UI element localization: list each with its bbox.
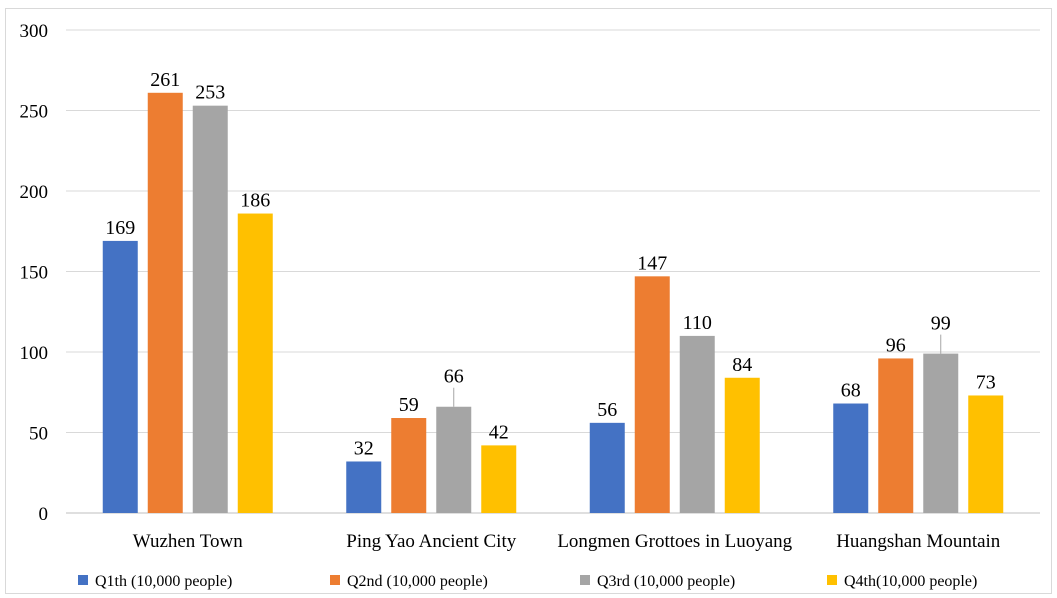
bar: [237, 213, 273, 514]
legend-label: Q2nd (10,000 people): [347, 573, 488, 590]
y-tick-label: 100: [20, 343, 49, 364]
legend-swatch: [827, 575, 837, 585]
data-label: 110: [683, 312, 712, 334]
data-label: 169: [105, 217, 135, 239]
legend-swatch: [78, 575, 88, 585]
legend-label: Q1th (10,000 people): [95, 573, 232, 590]
bar: [391, 418, 427, 513]
data-label: 73: [976, 371, 996, 393]
bar: [589, 422, 625, 513]
data-label: 59: [399, 394, 419, 416]
category-label: Longmen Grottoes in Luoyang: [557, 531, 792, 552]
bar: [878, 358, 914, 513]
category-label: Wuzhen Town: [133, 531, 243, 552]
y-tick-label: 0: [39, 504, 49, 525]
x-axis-category-labels: Wuzhen Town Ping Yao Ancient City Longmen …: [133, 531, 1001, 552]
category-label: Huangshan Mountain: [836, 531, 1001, 552]
data-label: 147: [637, 252, 667, 274]
bar: [192, 105, 228, 514]
bar: [346, 461, 382, 513]
legend-swatch: [580, 575, 590, 585]
data-label: 186: [240, 190, 270, 212]
bar: [481, 445, 517, 513]
legend-label: Q4th(10,000 people): [844, 573, 977, 590]
y-tick-label: 200: [20, 182, 49, 203]
bar: [102, 240, 138, 513]
data-label: 253: [195, 82, 225, 104]
data-labels: 169 261 253 186 32 59 66 42 56 147 110 84 68 96 99 73: [105, 69, 996, 460]
legend: Q1th (10,000 people) Q2nd (10,000 people)…: [78, 573, 977, 590]
data-label: 68: [841, 380, 861, 402]
bar: [634, 276, 670, 513]
bar: [436, 406, 472, 513]
bar: [679, 335, 715, 513]
legend-swatch: [330, 575, 340, 585]
data-label: 56: [597, 399, 617, 421]
y-tick-label: 150: [20, 263, 49, 284]
data-label: 261: [150, 69, 180, 91]
data-label: 66: [444, 366, 464, 388]
y-axis-ticks: 0 50 100 150 200 250 300: [20, 21, 49, 525]
y-tick-label: 250: [20, 102, 49, 123]
data-label: 42: [489, 421, 509, 443]
bar: [923, 353, 959, 513]
bar: [968, 395, 1004, 513]
data-label: 32: [354, 437, 374, 459]
gridlines: [66, 29, 1040, 514]
category-label: Ping Yao Ancient City: [346, 531, 516, 552]
bar: [833, 403, 869, 513]
y-tick-label: 300: [20, 21, 49, 42]
data-label: 84: [732, 354, 752, 376]
data-label: 96: [886, 334, 906, 356]
y-tick-label: 50: [29, 424, 48, 445]
bar: [724, 377, 760, 513]
legend-label: Q3rd (10,000 people): [597, 573, 735, 590]
bars: [102, 92, 1004, 514]
data-label: 99: [931, 313, 951, 335]
bar: [147, 92, 183, 513]
